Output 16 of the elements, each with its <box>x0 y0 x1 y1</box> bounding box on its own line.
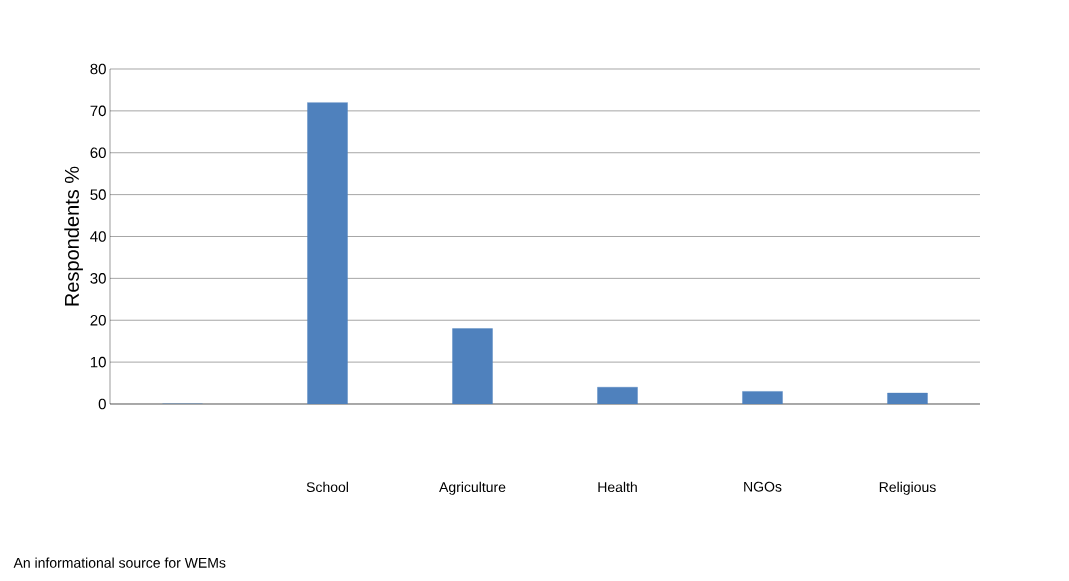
y-tick-label: 10 <box>90 356 106 368</box>
x-axis-title: An informational source for WEMs <box>13 557 226 568</box>
x-tick-label: School <box>306 481 348 493</box>
x-tick-label: Agriculture <box>439 481 506 495</box>
y-tick-label: 60 <box>90 147 106 159</box>
y-tick-label: 70 <box>90 105 106 117</box>
y-tick-label: 30 <box>90 273 106 284</box>
y-axis-title: Respondents % <box>64 166 83 306</box>
x-tick-label: Religious <box>879 481 936 495</box>
y-tick-label: 50 <box>90 189 106 200</box>
x-tick-label: NGOs <box>744 481 782 492</box>
y-tick-label: 40 <box>90 231 106 242</box>
y-tick-label: 20 <box>90 314 106 326</box>
x-tick-label: Health <box>598 481 637 493</box>
y-tick-label: 0 <box>98 398 106 410</box>
y-tick-label: 80 <box>90 63 106 75</box>
